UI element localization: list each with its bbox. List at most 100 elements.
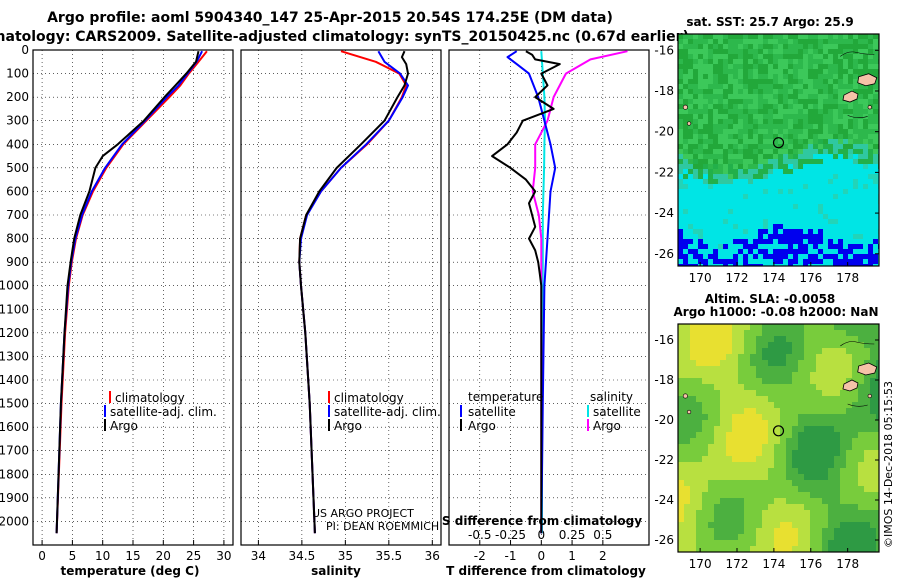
map-cell: [702, 414, 708, 420]
map-cell: [858, 414, 864, 420]
map-cell: [703, 149, 708, 154]
map-cell: [868, 239, 873, 244]
map-cell: [696, 528, 702, 534]
map-cell: [822, 426, 828, 432]
map-cell: [684, 408, 690, 414]
map-cell: [822, 456, 828, 462]
map-cell: [714, 486, 720, 492]
map-cell: [863, 124, 868, 129]
map-cell: [750, 540, 756, 546]
map-cell: [864, 360, 870, 366]
map-cell: [804, 534, 810, 540]
depth-tick-label: 200: [6, 90, 29, 104]
map-cell: [858, 229, 863, 234]
map-cell: [733, 259, 738, 264]
map-cell: [870, 522, 876, 528]
map-cell: [858, 89, 863, 94]
map-cell: [823, 49, 828, 54]
map-cell: [696, 408, 702, 414]
map-cell: [823, 39, 828, 44]
map-cell: [684, 426, 690, 432]
map-cell: [858, 119, 863, 124]
map-cell: [723, 259, 728, 264]
map-cell: [840, 426, 846, 432]
map-cell: [678, 124, 683, 129]
map-cell: [828, 169, 833, 174]
map-cell: [834, 342, 840, 348]
map-cell: [720, 384, 726, 390]
map-cell: [713, 99, 718, 104]
map-cell: [753, 239, 758, 244]
map-cell: [810, 354, 816, 360]
map-cell: [858, 540, 864, 546]
map-cell: [723, 99, 728, 104]
map-cell: [838, 239, 843, 244]
map-cell: [738, 139, 743, 144]
map-cell: [683, 209, 688, 214]
map-cell: [780, 456, 786, 462]
map-cell: [728, 179, 733, 184]
map-cell: [748, 214, 753, 219]
map-cell: [698, 179, 703, 184]
map-cell: [758, 144, 763, 149]
map-cell: [822, 348, 828, 354]
map-cell: [688, 164, 693, 169]
map-cell: [793, 264, 798, 266]
map-cell: [758, 264, 763, 266]
map-cell: [713, 69, 718, 74]
map-cell: [870, 540, 876, 546]
map-cell: [720, 534, 726, 540]
map-cell: [748, 239, 753, 244]
map-cell: [838, 184, 843, 189]
map-cell: [843, 34, 848, 39]
map-cell: [853, 134, 858, 139]
map-cell: [763, 184, 768, 189]
map-cell: [688, 154, 693, 159]
map-cell: [690, 480, 696, 486]
map-cell: [753, 109, 758, 114]
map-cell: [863, 209, 868, 214]
map-cell: [864, 354, 870, 360]
map-cell: [803, 174, 808, 179]
map-cell: [840, 408, 846, 414]
map-cell: [816, 528, 822, 534]
map-cell: [846, 378, 852, 384]
map-cell: [798, 348, 804, 354]
map-cell: [816, 336, 822, 342]
map-cell: [786, 348, 792, 354]
map-cell: [863, 249, 868, 254]
map-cell: [708, 84, 713, 89]
map-cell: [748, 224, 753, 229]
map-cell: [828, 516, 834, 522]
map-cell: [843, 209, 848, 214]
map-cell: [708, 498, 714, 504]
map-cell: [803, 229, 808, 234]
map-cell: [714, 378, 720, 384]
map-cell: [833, 224, 838, 229]
map-cell: [698, 219, 703, 224]
map-cell: [778, 69, 783, 74]
map-cell: [678, 94, 683, 99]
map-cell: [786, 372, 792, 378]
map-cell: [698, 214, 703, 219]
map-cell: [838, 74, 843, 79]
map-cell: [698, 189, 703, 194]
map-cell: [688, 194, 693, 199]
map-cell: [843, 249, 848, 254]
map-cell: [693, 54, 698, 59]
map-cell: [763, 209, 768, 214]
map-cell: [863, 119, 868, 124]
map-cell: [690, 546, 696, 552]
sst-map: [678, 34, 879, 266]
map-y-tick-label: -16: [654, 43, 674, 57]
map-cell: [693, 224, 698, 229]
map-cell: [720, 342, 726, 348]
map-cell: [853, 259, 858, 264]
map-cell: [822, 390, 828, 396]
map-cell: [863, 109, 868, 114]
map-cell: [840, 540, 846, 546]
map-cell: [792, 324, 798, 330]
map-cell: [848, 134, 853, 139]
map-cell: [748, 199, 753, 204]
map-cell: [858, 420, 864, 426]
